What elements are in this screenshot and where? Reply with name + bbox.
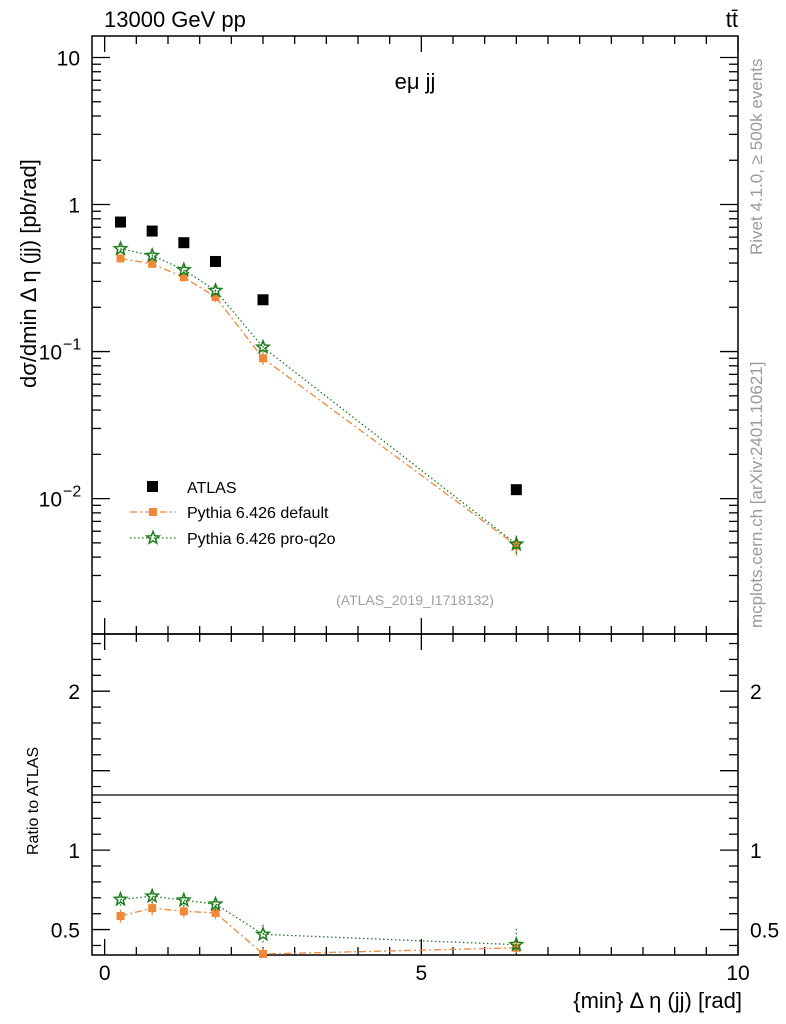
ratio-proq2o-point	[112, 890, 129, 907]
main-proq2o-point	[207, 281, 224, 298]
main-y-tick-label: 1	[68, 195, 80, 218]
plot-title: eμ jj	[395, 69, 436, 94]
ratio-proq2o-point	[508, 936, 525, 952]
main-y-tick-exponent: −2	[63, 484, 81, 501]
legend-marker-proq2o	[144, 529, 162, 545]
ratio-default-point	[148, 904, 157, 913]
main-default-point	[148, 259, 157, 268]
legend-marker-atlas	[147, 481, 158, 492]
ratio-default-point	[259, 950, 267, 958]
ratio-default-point	[211, 908, 220, 917]
main-atlas-point	[115, 216, 126, 228]
x-tick-label: 0	[99, 962, 111, 985]
main-y-tick-exponent: −1	[63, 337, 81, 354]
rivet-label: Rivet 4.1.0, ≥ 500k events	[747, 59, 766, 255]
ratio-y-tick-label-right: 0.5	[750, 920, 779, 943]
main-atlas-point	[257, 294, 269, 306]
main-default-point	[179, 273, 188, 282]
main-default-point	[512, 541, 521, 550]
ratio-default-point	[179, 907, 188, 916]
ratio-y-tick-label-right: 1	[750, 840, 762, 863]
main-y-tick-label: 10	[57, 47, 80, 70]
ratio-default-line	[120, 907, 517, 955]
legend-label-proq2o: Pythia 6.426 pro-q2o	[187, 531, 336, 548]
energy-label: 13000 GeV pp	[104, 7, 246, 32]
ratio-y-tick-label-right: 2	[750, 681, 762, 704]
main-atlas-point	[146, 225, 158, 237]
legend-marker-default	[149, 508, 157, 516]
mcplots-label: mcplots.cern.ch [arXiv:2401.10621]	[747, 362, 766, 628]
ratio-proq2o-point	[144, 887, 161, 904]
main-y-tick-label: 10	[39, 342, 62, 365]
main-proq2o-point	[112, 240, 129, 256]
main-default-point	[116, 254, 125, 263]
main-y-axis-label: dσ/dmin Δ η (jj) [pb/rad]	[16, 159, 41, 388]
legend-label-default: Pythia 6.426 default	[187, 505, 329, 522]
ratio-default-point	[116, 912, 125, 921]
ratio-panel: 2 2 1 1 0.5 0.5 Ratio to ATLAS 0 5 10 {min} Δ η…	[25, 633, 779, 1013]
main-proq2o-point	[254, 338, 272, 355]
ratio-y-tick-label-left: 0.5	[51, 920, 80, 943]
x-axis-label: {min} Δ η (jj) [rad]	[573, 988, 742, 1013]
main-default-point	[211, 293, 220, 302]
legend: ATLAS Pythia 6.426 default Pythia 6.426 …	[130, 480, 336, 548]
main-y-tick-label: 10	[39, 489, 62, 512]
main-atlas-point	[178, 237, 190, 249]
ratio-y-axis-label: Ratio to ATLAS	[25, 747, 42, 855]
main-atlas-point	[210, 255, 221, 267]
legend-label-atlas: ATLAS	[187, 480, 237, 497]
main-proq2o-point	[144, 246, 161, 263]
process-label: tt̄	[726, 7, 738, 32]
ratio-proq2o-point	[254, 925, 272, 942]
main-atlas-point	[510, 484, 522, 496]
main-proq2o-point	[508, 535, 525, 552]
ratio-proq2o-point	[175, 891, 192, 908]
main-default-line	[120, 257, 517, 546]
x-tick-label: 5	[415, 962, 427, 985]
ratio-proq2o-point	[207, 895, 224, 912]
analysis-reference: (ATLAS_2019_I1718132)	[336, 592, 494, 608]
main-default-point	[259, 354, 267, 363]
ratio-y-tick-label-left: 2	[68, 681, 80, 704]
ratio-y-tick-label-left: 1	[68, 840, 80, 863]
main-proq2o-line	[120, 248, 517, 545]
x-tick-label: 10	[726, 962, 749, 985]
main-proq2o-point	[175, 261, 192, 277]
